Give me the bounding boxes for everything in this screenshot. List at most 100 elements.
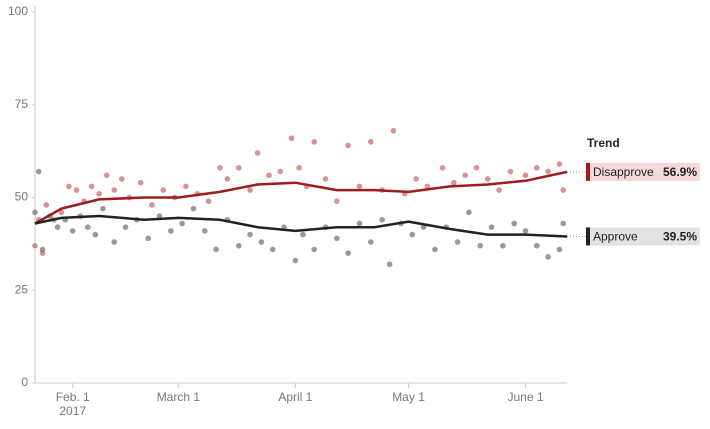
poll-point bbox=[190, 205, 197, 212]
poll-point bbox=[58, 209, 65, 216]
poll-point bbox=[356, 220, 363, 227]
poll-point bbox=[179, 220, 185, 227]
poll-point bbox=[311, 246, 318, 253]
poll-point bbox=[556, 246, 563, 253]
poll-point bbox=[454, 239, 461, 245]
poll-point bbox=[488, 224, 495, 230]
poll-point bbox=[100, 205, 106, 212]
label-marker bbox=[586, 162, 590, 181]
poll-point bbox=[96, 190, 102, 197]
poll-point bbox=[35, 168, 42, 175]
poll-point bbox=[390, 127, 397, 134]
poll-point bbox=[111, 239, 118, 245]
poll-point bbox=[32, 209, 38, 216]
poll-point bbox=[69, 228, 76, 234]
series-latest: 56.9% bbox=[663, 165, 697, 179]
poll-point bbox=[439, 165, 446, 171]
poll-point bbox=[424, 183, 431, 190]
poll-point bbox=[118, 176, 125, 182]
poll-point bbox=[413, 176, 419, 182]
poll-point bbox=[201, 228, 208, 234]
series-name: Disapprove bbox=[593, 165, 654, 179]
poll-point bbox=[379, 216, 385, 223]
poll-point bbox=[345, 250, 351, 256]
poll-point bbox=[300, 231, 306, 238]
poll-point bbox=[334, 235, 340, 242]
poll-point bbox=[32, 242, 38, 249]
poll-point bbox=[156, 213, 163, 219]
poll-point bbox=[122, 224, 129, 230]
poll-point bbox=[288, 135, 295, 141]
x-tick-label: Feb. 1 bbox=[56, 390, 90, 404]
poll-point bbox=[545, 168, 551, 175]
x-tick-label: April 1 bbox=[278, 390, 312, 404]
poll-point bbox=[213, 246, 219, 253]
poll-point bbox=[145, 235, 151, 242]
x-year-label: 2017 bbox=[59, 404, 86, 418]
poll-point bbox=[296, 165, 302, 171]
poll-point bbox=[277, 168, 284, 175]
series-name: Approve bbox=[593, 230, 638, 244]
poll-point bbox=[477, 242, 484, 249]
poll-point bbox=[500, 242, 506, 249]
poll-point bbox=[254, 150, 261, 156]
y-tick-label: 75 bbox=[15, 97, 29, 111]
poll-point bbox=[149, 202, 155, 208]
poll-point bbox=[39, 246, 46, 253]
poll-point bbox=[356, 183, 363, 190]
poll-point bbox=[534, 165, 540, 171]
poll-point bbox=[386, 261, 393, 268]
poll-point bbox=[88, 183, 95, 190]
poll-point bbox=[235, 165, 242, 171]
poll-point bbox=[224, 176, 231, 182]
y-tick-label: 100 bbox=[8, 4, 28, 18]
poll-point bbox=[534, 242, 540, 249]
label-marker bbox=[586, 227, 590, 246]
x-tick-label: May 1 bbox=[392, 390, 425, 404]
poll-point bbox=[560, 187, 567, 193]
poll-point bbox=[292, 257, 299, 264]
poll-point bbox=[266, 172, 272, 179]
poll-point bbox=[235, 242, 242, 249]
poll-point bbox=[103, 172, 110, 179]
poll-point bbox=[168, 228, 174, 234]
poll-point bbox=[451, 179, 457, 186]
y-tick-label: 0 bbox=[21, 375, 28, 389]
poll-point bbox=[258, 239, 265, 245]
trend-line bbox=[34, 170, 568, 225]
poll-point bbox=[556, 161, 563, 167]
trend-line bbox=[34, 214, 568, 238]
x-tick-label: March 1 bbox=[157, 390, 201, 404]
poll-point bbox=[511, 220, 517, 227]
poll-point bbox=[247, 187, 253, 193]
poll-point bbox=[137, 179, 144, 186]
label-box bbox=[586, 227, 700, 246]
poll-point bbox=[473, 165, 480, 171]
poll-point bbox=[311, 139, 318, 145]
poll-point bbox=[54, 224, 61, 230]
poll-point bbox=[334, 198, 340, 205]
poll-point bbox=[484, 176, 491, 182]
poll-point bbox=[269, 246, 276, 253]
poll-point bbox=[73, 187, 80, 193]
y-tick-label: 25 bbox=[15, 282, 29, 296]
series-latest: 39.5% bbox=[663, 230, 697, 244]
legend-title: Trend bbox=[587, 136, 620, 150]
poll-point bbox=[205, 198, 212, 205]
poll-point bbox=[247, 231, 253, 238]
poll-point bbox=[217, 165, 223, 171]
poll-point bbox=[522, 228, 529, 234]
poll-point bbox=[111, 187, 118, 193]
poll-point bbox=[466, 209, 472, 216]
y-tick-label: 50 bbox=[15, 190, 29, 204]
poll-point bbox=[368, 139, 374, 145]
poll-point bbox=[85, 224, 91, 230]
poll-point bbox=[409, 231, 416, 238]
label-box bbox=[586, 162, 700, 181]
x-tick-label: June 1 bbox=[507, 390, 543, 404]
poll-point bbox=[345, 142, 351, 149]
poll-point bbox=[66, 183, 72, 190]
poll-point bbox=[368, 239, 374, 245]
poll-point bbox=[522, 172, 529, 179]
